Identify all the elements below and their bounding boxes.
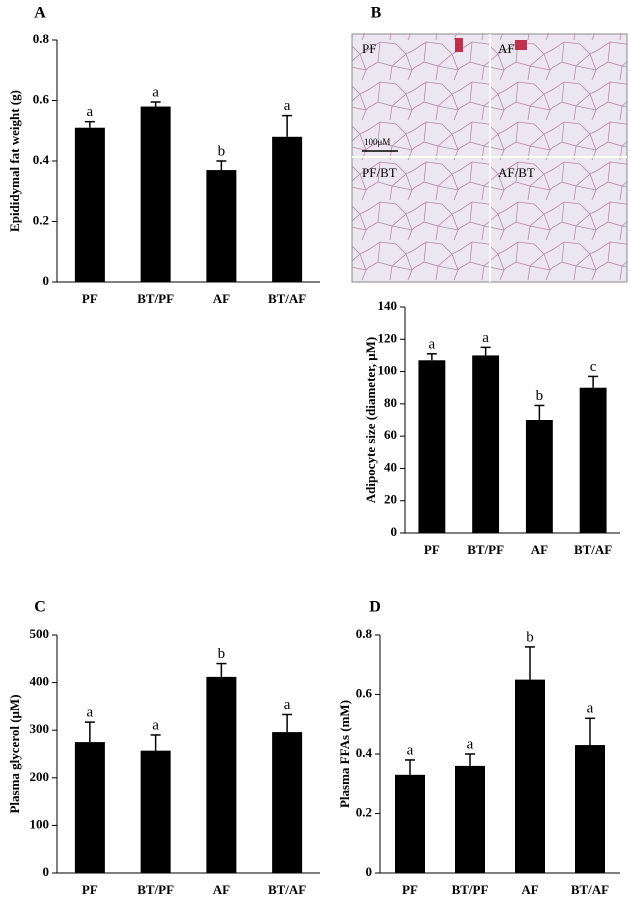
x-tick-label: BT/AF	[268, 291, 306, 306]
panel-label: A	[34, 5, 46, 22]
bar	[272, 136, 303, 282]
x-tick-label: PF	[82, 291, 98, 306]
bar	[418, 360, 446, 533]
y-tick-label: 0.8	[356, 626, 373, 641]
y-axis-label: Adipocyte size (diameter, μM)	[363, 337, 378, 503]
bar	[395, 774, 425, 873]
y-tick-label: 400	[30, 674, 50, 689]
x-tick-label: AF	[521, 882, 538, 897]
y-tick-label: 200	[30, 769, 50, 784]
bar	[525, 420, 553, 533]
y-tick-label: 0	[43, 864, 50, 879]
y-tick-label: 80	[384, 395, 397, 410]
bar	[472, 355, 500, 533]
panel-label: D	[369, 599, 381, 616]
bar	[140, 106, 171, 282]
significance-label: b	[536, 388, 544, 404]
bar-chart: C Plasma glycerol (μM) 0 100 200 300 400 500 a PF…	[7, 599, 320, 897]
significance-label: a	[152, 717, 159, 733]
x-tick-label: PF	[402, 882, 418, 897]
y-axis-label: Plasma glycerol (μM)	[7, 694, 22, 813]
x-tick-label: AF	[531, 542, 548, 557]
x-tick-label: BT/PF	[137, 882, 174, 897]
panel-label: B	[371, 5, 382, 22]
y-tick-label: 120	[378, 330, 398, 345]
significance-label: a	[284, 697, 291, 713]
significance-label: b	[218, 143, 226, 159]
y-tick-label: 100	[30, 816, 50, 831]
y-tick-label: 100	[378, 363, 398, 378]
y-tick-label: 0.8	[33, 31, 50, 46]
significance-label: a	[284, 98, 291, 114]
y-tick-label: 20	[384, 492, 397, 507]
quadrant-label: PF	[362, 41, 376, 56]
significance-label: a	[429, 336, 436, 352]
bar	[74, 742, 105, 873]
y-axis-label: Epididymal fat weight (g)	[7, 90, 22, 232]
y-tick-label: 0.4	[356, 745, 373, 760]
panel-label: C	[34, 599, 46, 616]
y-tick-label: 0	[43, 273, 50, 288]
x-tick-label: PF	[424, 542, 440, 557]
x-tick-label: BT/AF	[571, 882, 609, 897]
y-tick-label: 0	[366, 864, 373, 879]
quadrant-label: AF	[498, 41, 515, 56]
y-axis-label: Plasma FFAs (mM)	[337, 700, 352, 808]
quadrant-label: AF/BT	[498, 165, 535, 180]
significance-label: a	[482, 330, 489, 346]
y-tick-label: 0.2	[33, 212, 49, 227]
y-tick-label: 300	[30, 721, 50, 736]
bar-chart: Adipocyte size (diameter, μM) 0 20 40 60 80 10…	[363, 298, 620, 557]
x-tick-label: AF	[213, 882, 230, 897]
x-tick-label: BT/AF	[268, 882, 306, 897]
bar	[455, 765, 485, 873]
significance-label: a	[152, 84, 159, 100]
y-tick-label: 0.6	[33, 91, 50, 106]
y-tick-label: 0.2	[356, 804, 372, 819]
x-tick-label: BT/PF	[452, 882, 489, 897]
bar	[272, 732, 303, 873]
x-tick-label: BT/AF	[574, 542, 612, 557]
micrograph: B PF AF PF/BT AF/BT 100μM	[351, 5, 628, 283]
x-tick-label: PF	[82, 882, 98, 897]
y-tick-label: 0.4	[33, 152, 50, 167]
quadrant-label: PF/BT	[362, 165, 397, 180]
y-tick-label: 60	[384, 427, 397, 442]
bar-chart: D Plasma FFAs (mM) 0 0.2 0.4 0.6 0.8 a PF a BT/PF b…	[337, 599, 620, 897]
bar	[74, 127, 105, 282]
x-tick-label: AF	[213, 291, 230, 306]
vessel	[515, 40, 527, 50]
significance-label: c	[590, 359, 597, 375]
vessel	[455, 38, 463, 52]
significance-label: a	[467, 736, 474, 752]
significance-label: a	[87, 705, 94, 721]
bar	[515, 679, 545, 873]
y-tick-label: 0	[391, 524, 398, 539]
x-tick-label: BT/PF	[467, 542, 504, 557]
bar	[575, 745, 605, 873]
y-tick-label: 140	[378, 298, 398, 313]
significance-label: b	[526, 629, 534, 645]
significance-label: a	[407, 742, 414, 758]
bar	[140, 750, 171, 873]
y-tick-label: 40	[384, 459, 397, 474]
bar	[579, 387, 607, 533]
x-tick-label: BT/PF	[137, 291, 174, 306]
bar-chart: A Epididymal fat weight (g) 0 0.2 0.4 0.6 0.8 a…	[7, 5, 320, 306]
bar	[206, 676, 237, 873]
scale-bar-label: 100μM	[364, 137, 390, 147]
significance-label: a	[587, 701, 594, 717]
significance-label: b	[218, 646, 226, 662]
y-tick-label: 0.6	[356, 685, 373, 700]
y-tick-label: 500	[30, 626, 50, 641]
bar	[206, 170, 237, 282]
significance-label: a	[87, 104, 94, 120]
